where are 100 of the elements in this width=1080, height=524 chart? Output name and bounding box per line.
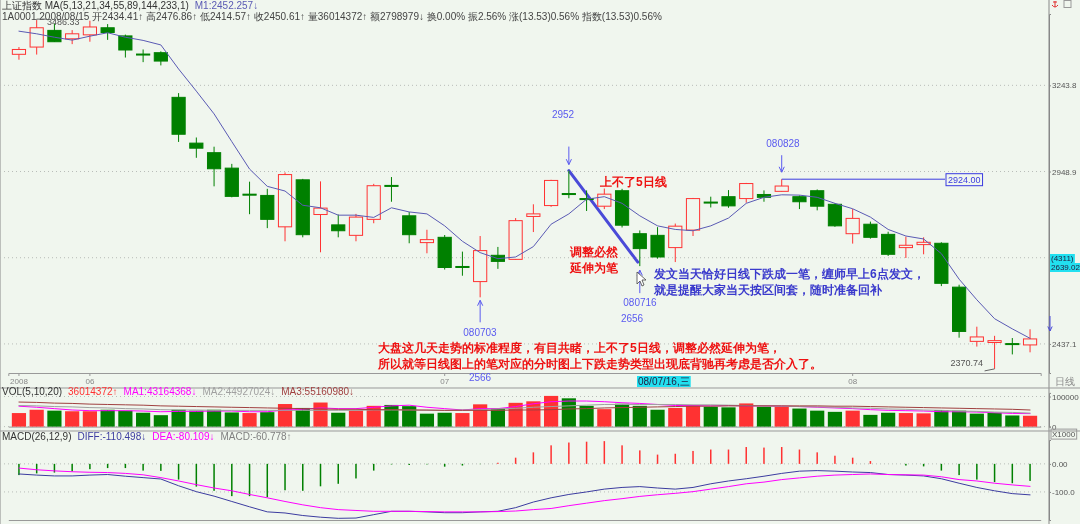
text: 日线: [1055, 376, 1075, 387]
bar: [952, 410, 967, 427]
candlestick: [898, 236, 913, 259]
annotation: 延伸为笔: [569, 261, 619, 275]
bar: [1005, 415, 1020, 427]
bar: [47, 410, 62, 427]
text: DIFF:-110.498↓: [77, 431, 147, 442]
candlestick: [29, 19, 44, 56]
candlestick: [242, 181, 257, 215]
annotation: 080703: [463, 327, 498, 338]
candlestick: [987, 335, 1002, 370]
y-tick-label: 100000: [1052, 392, 1080, 402]
chart-title: 上证指数 MA(5,13,21,34,55,89,144,233,1): [2, 0, 189, 11]
bar: [881, 412, 896, 427]
bar: [455, 413, 470, 427]
bar: [82, 411, 97, 427]
series-label: MA2:44927024↓: [202, 386, 276, 397]
bar: [1022, 415, 1038, 427]
candlestick: [384, 176, 399, 203]
chart-title: VOL(5,10,20): [2, 386, 63, 397]
bar: [597, 409, 612, 427]
bar: [827, 411, 843, 427]
candlestick: [260, 188, 275, 229]
x-tick-label: 08: [848, 376, 858, 386]
bar: [916, 413, 931, 427]
bar: [756, 406, 772, 427]
annotation: 2370.74: [950, 358, 983, 368]
bar: [11, 413, 27, 427]
bar: [650, 409, 665, 427]
bar: [898, 413, 913, 427]
text: X1000: [1052, 429, 1076, 439]
bar: [845, 410, 860, 427]
text: MACD:-60.778↑: [220, 431, 292, 442]
candlestick: [136, 48, 151, 63]
candlestick: [402, 211, 417, 244]
annotation: 2952: [551, 109, 575, 120]
text: (4311): [1051, 254, 1074, 263]
bar: [29, 409, 44, 427]
series-label: MA1:43164368↓: [123, 386, 197, 397]
x-tick-label: 2008: [10, 376, 29, 386]
candlestick: [419, 229, 435, 254]
y-tick-label: 0.00: [1052, 459, 1069, 469]
candlestick: [11, 46, 27, 61]
candlestick: [845, 208, 860, 245]
candlestick: [82, 20, 97, 43]
bar: [703, 406, 718, 427]
x-tick-label: 07: [440, 376, 450, 386]
bar: [774, 406, 789, 427]
bar: [863, 414, 878, 427]
bar: [242, 413, 257, 427]
bar: [224, 412, 239, 427]
x-tick-label: 06: [85, 376, 95, 386]
candlestick: [455, 251, 470, 277]
annotation: 发文当天恰好日线下跌成一笔，缠师早上6点发文，: [653, 267, 925, 281]
annotation: 就是提醒大家当天按区间套，随时准备回补: [653, 283, 883, 297]
y-tick-label: 3243.8: [1052, 81, 1078, 91]
bar: [118, 410, 133, 427]
line-series: [18, 467, 1031, 513]
bar: [437, 412, 452, 427]
bar: [969, 413, 984, 427]
y-tick-label: 0: [1052, 422, 1057, 432]
candlestick: [969, 326, 984, 348]
y-tick-label: -100.0: [1052, 487, 1076, 497]
y-tick-label: 2437.1: [1052, 339, 1078, 349]
bar: [810, 410, 825, 427]
y-tick-label: 2948.9: [1052, 167, 1078, 177]
candlestick: [1022, 328, 1038, 353]
bar: [739, 403, 754, 427]
bar: [792, 408, 807, 427]
bar: [260, 412, 275, 427]
candlestick: [526, 203, 541, 233]
bar: [136, 412, 151, 427]
annotation: 上不了5日线: [599, 175, 667, 189]
annotation: 所以就等日线图上的笔对应的分时图上下跌走势类型出现底背驰再考虑是否介入了。: [377, 357, 822, 371]
series-label: 36014372↑: [68, 386, 118, 397]
bar: [153, 415, 168, 427]
candlestick: [668, 223, 683, 263]
annotation: 大盘这几天走势的标准程度，有目共睹，上不了5日线，调整必然延伸为笔，: [378, 341, 781, 355]
candlestick: [650, 226, 665, 260]
candlestick: [881, 231, 896, 257]
candlestick: [206, 146, 222, 187]
bar: [987, 412, 1002, 427]
bar: [632, 405, 647, 427]
bar: [721, 407, 736, 427]
candlestick: [313, 180, 328, 253]
bar: [668, 407, 683, 427]
bar: [348, 410, 364, 427]
annotation: 080828: [766, 138, 801, 149]
candlestick: [632, 229, 647, 267]
text: 2639.02: [1051, 263, 1080, 272]
candlestick: [597, 188, 612, 210]
annotation: 080716: [623, 297, 658, 308]
ref-line-label: 2924.00: [948, 174, 981, 185]
candlestick: [331, 214, 346, 238]
annotation: 调整必然: [569, 245, 619, 259]
bar: [331, 412, 346, 427]
bar: [402, 406, 417, 427]
chart-title: MACD(26,12,9): [2, 431, 72, 442]
candlestick: [189, 136, 204, 159]
bar: [614, 403, 630, 427]
